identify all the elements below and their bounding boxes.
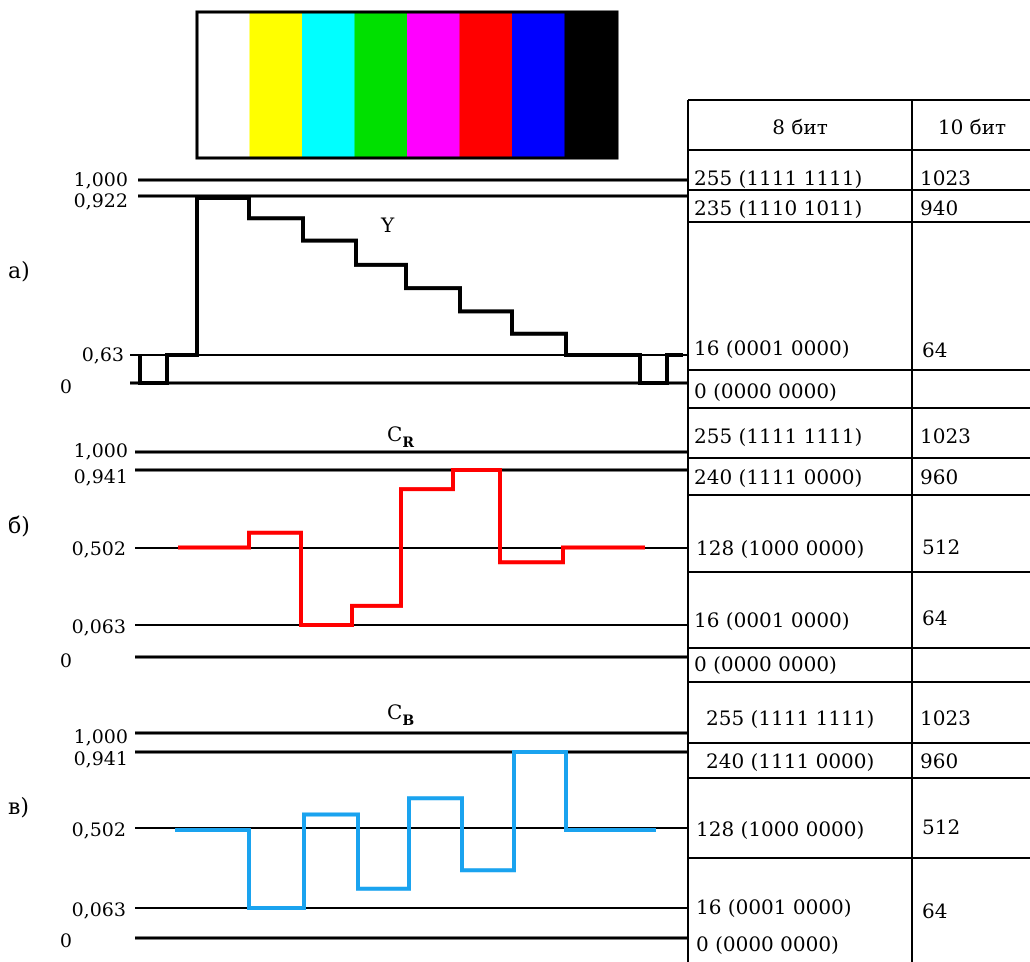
section-a-luminance: а) 1,000 0,922 0,63 0 Y 255 (1111 1111) … <box>8 166 971 403</box>
level-value-b-2: 0,502 <box>72 538 126 560</box>
signal-label-y: Y <box>380 213 395 237</box>
level-value-c-1: 0,941 <box>74 748 128 770</box>
table-8bit-c-0: 255 (1111 1111) <box>706 706 874 730</box>
table-8bit-b-2: 128 (1000 0000) <box>696 536 864 560</box>
level-value-a-2: 0,63 <box>82 344 124 366</box>
table-header-8bit: 8 бит <box>772 115 828 139</box>
level-value-b-0: 1,000 <box>74 440 128 462</box>
table-10bit-c-1: 960 <box>920 749 958 773</box>
section-label-c: в) <box>8 795 29 820</box>
level-value-c-0: 1,000 <box>74 726 128 748</box>
table-10bit-c-0: 1023 <box>920 706 971 730</box>
signal-label-cr: CR <box>387 422 414 451</box>
table-8bit-b-1: 240 (1111 0000) <box>694 465 862 489</box>
y-signal-waveform <box>138 196 683 385</box>
cb-signal-waveform <box>175 750 656 910</box>
signal-label-cb: CB <box>387 700 414 729</box>
section-label-a: а) <box>8 259 30 284</box>
table-10bit-b-0: 1023 <box>920 424 971 448</box>
table-10bit-a-1: 940 <box>920 196 958 220</box>
table-10bit-b-2: 512 <box>922 535 960 559</box>
level-value-b-1: 0,941 <box>74 466 128 488</box>
level-value-a-1: 0,922 <box>74 190 128 212</box>
level-value-b-3: 0,063 <box>72 616 126 638</box>
table-8bit-c-4: 0 (0000 0000) <box>696 932 839 956</box>
color-bar-7 <box>564 12 617 158</box>
table-10bit-c-2: 512 <box>922 815 960 839</box>
level-value-a-3: 0 <box>60 376 72 398</box>
table-10bit-c-3: 64 <box>922 899 947 923</box>
level-value-c-2: 0,502 <box>72 819 126 841</box>
level-value-a-0: 1,000 <box>74 169 128 191</box>
table-8bit-b-3: 16 (0001 0000) <box>694 608 850 632</box>
table-8bit-c-2: 128 (1000 0000) <box>696 817 864 841</box>
section-label-b: б) <box>8 514 30 539</box>
table-8bit-b-0: 255 (1111 1111) <box>694 424 862 448</box>
color-bar-4 <box>407 12 460 158</box>
section-c-chroma-blue: в) 1,000 0,941 0,502 0,063 0 CB 255 (111… <box>8 700 971 956</box>
table-8bit-a-1: 235 (1110 1011) <box>694 196 862 220</box>
table-8bit-c-3: 16 (0001 0000) <box>696 895 852 919</box>
table-header-10bit: 10 бит <box>938 115 1006 139</box>
color-bar-2 <box>302 12 355 158</box>
table-8bit-c-1: 240 (1111 0000) <box>706 749 874 773</box>
color-bar-border <box>195 10 619 160</box>
table-8bit-b-4: 0 (0000 0000) <box>694 652 837 676</box>
color-bar-5 <box>459 12 512 158</box>
table-8bit-a-3: 0 (0000 0000) <box>694 379 837 403</box>
color-bar-6 <box>512 12 565 158</box>
table-10bit-a-0: 1023 <box>920 166 971 190</box>
level-value-b-4: 0 <box>60 650 72 672</box>
color-bar-3 <box>354 12 407 158</box>
color-bar-strip <box>195 10 619 160</box>
table-8bit-a-2: 16 (0001 0000) <box>694 336 850 360</box>
table-10bit-a-2: 64 <box>922 338 947 362</box>
level-value-c-3: 0,063 <box>72 899 126 921</box>
section-b-chroma-red: б) 1,000 0,941 0,502 0,063 0 CR 255 (111… <box>8 422 971 676</box>
color-bar-1 <box>249 12 302 158</box>
table-10bit-b-1: 960 <box>920 465 958 489</box>
cr-signal-waveform <box>178 468 645 627</box>
color-bar-0 <box>197 12 250 158</box>
table-8bit-a-0: 255 (1111 1111) <box>694 166 862 190</box>
level-table-grid <box>687 99 1030 962</box>
table-10bit-b-3: 64 <box>922 606 947 630</box>
level-value-c-4: 0 <box>60 930 72 952</box>
